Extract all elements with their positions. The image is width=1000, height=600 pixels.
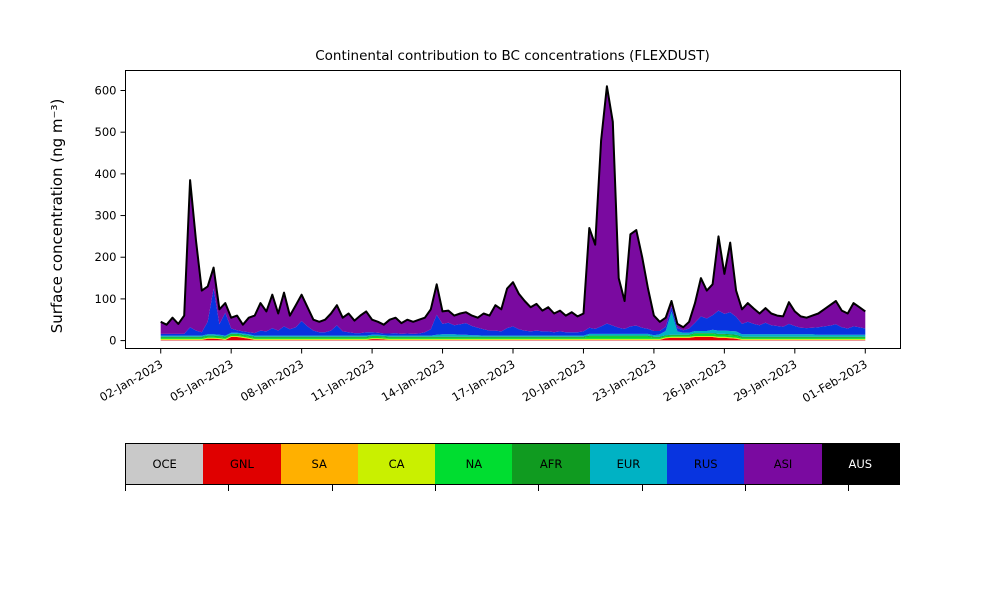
x-tick-label: 05-Jan-2023	[168, 357, 236, 404]
area-GNL	[160, 337, 866, 341]
y-tick-label: 0	[109, 334, 116, 348]
legend-item-SA: SA	[280, 444, 358, 484]
area-RUS	[160, 288, 866, 336]
stacked-area-chart: 0 100 200 300 400 500 600 02-Jan-2023 05-Jan-202…	[95, 70, 901, 405]
legend-tick	[331, 485, 333, 491]
y-tick-label: 300	[95, 209, 117, 223]
legend-item-AFR: AFR	[512, 444, 590, 484]
total-line	[160, 85, 866, 329]
legend-item-NA: NA	[435, 444, 513, 484]
x-tick-label: 23-Jan-2023	[590, 357, 658, 404]
legend-tick	[848, 485, 850, 491]
x-tick-label: 02-Jan-2023	[97, 357, 165, 404]
area-AFR	[160, 333, 866, 338]
y-tick-label: 500	[95, 125, 117, 139]
x-tick-label: 11-Jan-2023	[308, 357, 376, 404]
x-tick-label: 08-Jan-2023	[238, 357, 306, 404]
legend-item-GNL: GNL	[203, 444, 281, 484]
legend-tick	[125, 485, 126, 491]
x-tick-label: 20-Jan-2023	[520, 357, 588, 404]
legend-tick	[434, 485, 436, 491]
x-tick-label: 17-Jan-2023	[449, 357, 517, 404]
legend-tick	[538, 485, 540, 491]
y-axis: 0 100 200 300 400 500 600	[95, 84, 126, 348]
y-tick-label: 400	[95, 167, 117, 181]
area-CA	[160, 336, 866, 340]
legend-item-ASI: ASI	[744, 444, 822, 484]
legend-item-CA: CA	[357, 444, 436, 484]
legend: OCE GNL SA CA NA AFR EUR RUS ASI AUS	[125, 443, 900, 485]
y-tick-label: 200	[95, 250, 117, 264]
x-axis: 02-Jan-2023 05-Jan-2023 08-Jan-2023 11-Jan-…	[97, 348, 870, 405]
legend-item-RUS: RUS	[667, 444, 745, 484]
legend-item-OCE: OCE	[126, 444, 204, 484]
area-NA	[160, 333, 866, 339]
legend-item-AUS: AUS	[821, 444, 899, 484]
legend-tick	[641, 485, 643, 491]
y-tick-label: 600	[95, 84, 117, 98]
x-tick-label: 01-Feb-2023	[800, 357, 870, 405]
legend-tick	[744, 485, 746, 491]
legend-item-EUR: EUR	[589, 444, 668, 484]
x-tick-label: 26-Jan-2023	[661, 357, 729, 404]
chart-title: Continental contribution to BC concentra…	[315, 48, 710, 64]
area-ASI	[160, 86, 866, 334]
stacked-areas	[160, 86, 866, 341]
x-tick-label: 29-Jan-2023	[731, 357, 799, 404]
x-tick-label: 14-Jan-2023	[379, 357, 447, 404]
legend-tick	[228, 485, 230, 491]
y-tick-label: 100	[95, 292, 117, 306]
